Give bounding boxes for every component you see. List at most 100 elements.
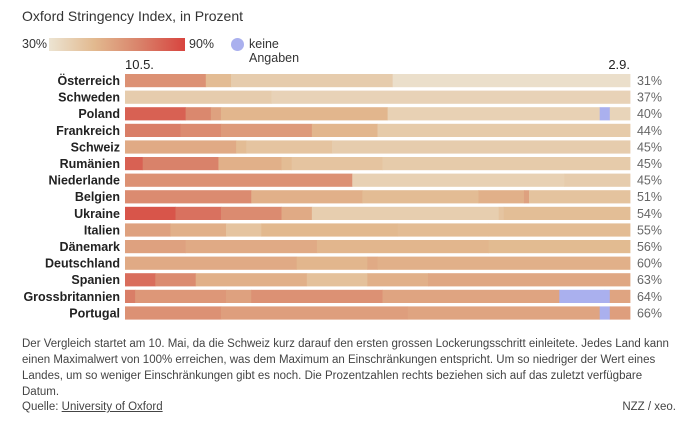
country-label: Niederlande <box>48 174 120 188</box>
heatmap-cell <box>155 273 197 287</box>
heatmap-cell <box>220 206 282 220</box>
heatmap-row: Schweden 37% <box>58 90 662 105</box>
credit: NZZ / xeo. <box>622 401 676 413</box>
heatmap-cell <box>125 173 353 187</box>
heatmap-cell <box>175 206 222 220</box>
heatmap-cell <box>428 273 631 287</box>
heatmap-cell <box>251 190 363 204</box>
heatmap-cell <box>281 157 293 171</box>
heatmap-cell <box>392 74 631 88</box>
latest-value-label: 37% <box>637 91 662 105</box>
heatmap-cell <box>125 190 252 204</box>
heatmap-cell <box>251 289 383 303</box>
heatmap-cell <box>367 256 378 270</box>
heatmap-row: Belgien 51% <box>75 190 662 204</box>
heatmap-cell <box>367 273 429 287</box>
heatmap-cell <box>125 289 136 303</box>
source-link[interactable]: University of Oxford <box>61 401 163 413</box>
heatmap-row: Deutschland 60% <box>45 256 662 271</box>
heatmap-cell <box>125 206 176 220</box>
heatmap-cell <box>220 107 388 121</box>
country-label: Ukraine <box>74 207 120 221</box>
country-label: Italien <box>84 223 120 237</box>
country-label: Dänemark <box>60 240 120 254</box>
heatmap-cell <box>397 223 489 237</box>
legend-no-data-dot <box>231 38 244 51</box>
heatmap-cell <box>220 306 409 320</box>
latest-value-label: 55% <box>637 223 662 237</box>
heatmap-cell <box>271 90 631 104</box>
country-label: Portugal <box>69 306 120 320</box>
country-label: Rumänien <box>60 157 120 171</box>
heatmap-cell <box>332 140 631 154</box>
heatmap-cell <box>604 289 611 303</box>
heatmap-cell <box>599 107 611 121</box>
heatmap-cell <box>407 306 601 320</box>
latest-value-label: 60% <box>637 257 662 271</box>
heatmap-row: Schweiz 45% <box>71 140 662 154</box>
heatmap-cell <box>382 157 631 171</box>
source-line: Quelle: University of Oxford <box>22 401 163 413</box>
heatmap-cell <box>377 123 631 137</box>
heatmap-cell <box>564 173 631 187</box>
heatmap-cell <box>261 223 399 237</box>
country-label: Poland <box>78 107 120 121</box>
latest-value-label: 45% <box>637 174 662 188</box>
heatmap-cell <box>609 289 631 303</box>
heatmap-cell <box>220 123 313 137</box>
heatmap-cell <box>125 74 207 88</box>
heatmap-cell <box>125 90 272 104</box>
country-label: Schweden <box>58 91 120 105</box>
latest-value-label: 40% <box>637 107 662 121</box>
latest-value-label: 54% <box>637 207 662 221</box>
heatmap-cell <box>226 289 252 303</box>
heatmap-row: Niederlande 45% <box>48 173 662 188</box>
heatmap-chart: 10.5. 2.9. Österreich 31% Schweden 37% Polan… <box>23 57 662 320</box>
legend-no-data-label: keine Angaben <box>249 37 300 65</box>
heatmap-cell <box>125 157 144 171</box>
heatmap-cell <box>311 123 378 137</box>
heatmap-cell <box>498 206 505 220</box>
heatmap-cell <box>377 256 631 270</box>
heatmap-row: Österreich 31% <box>57 73 662 88</box>
country-label: Deutschland <box>45 257 120 271</box>
country-label: Grossbritannien <box>23 290 120 304</box>
heatmap-cell <box>488 223 631 237</box>
heatmap-row: Italien 55% <box>84 223 662 237</box>
heatmap-cell <box>599 306 611 320</box>
heatmap-cell <box>231 74 394 88</box>
heatmap-cell <box>125 107 186 121</box>
legend-min-label: 30% <box>22 37 48 51</box>
latest-value-label: 56% <box>637 240 662 254</box>
heatmap-row: Ukraine 54% <box>74 206 662 221</box>
heatmap-cell <box>125 140 237 154</box>
heatmap-cell <box>125 256 298 270</box>
heatmap-cell <box>503 206 631 220</box>
heatmap-row: Rumänien 45% <box>60 157 662 171</box>
heatmap-cell <box>296 256 368 270</box>
heatmap-cell <box>125 240 186 254</box>
heatmap-rows: Österreich 31% Schweden 37% Poland 40% Frankre… <box>23 73 662 320</box>
heatmap-cell <box>488 240 631 254</box>
heatmap-cell <box>609 306 631 320</box>
heatmap-cell <box>142 157 219 171</box>
heatmap-cell <box>246 140 333 154</box>
heatmap-cell <box>387 107 601 121</box>
heatmap-cell <box>311 206 500 220</box>
footnote: Der Vergleich startet am 10. Mai, da die… <box>22 338 669 398</box>
latest-value-label: 45% <box>637 140 662 154</box>
legend-color-scale <box>49 38 185 51</box>
x-start-label: 10.5. <box>125 57 154 72</box>
country-label: Spanien <box>71 273 120 287</box>
heatmap-cell <box>559 289 606 303</box>
country-label: Frankreich <box>56 124 120 138</box>
latest-value-label: 63% <box>637 273 662 287</box>
heatmap-cell <box>125 273 156 287</box>
heatmap-row: Frankreich 44% <box>56 123 662 138</box>
heatmap-cell <box>316 240 489 254</box>
latest-value-label: 64% <box>637 290 662 304</box>
country-label: Belgien <box>75 190 120 204</box>
heatmap-row: Spanien 63% <box>71 273 662 287</box>
heatmap-cell <box>226 223 262 237</box>
heatmap-cell <box>382 289 560 303</box>
